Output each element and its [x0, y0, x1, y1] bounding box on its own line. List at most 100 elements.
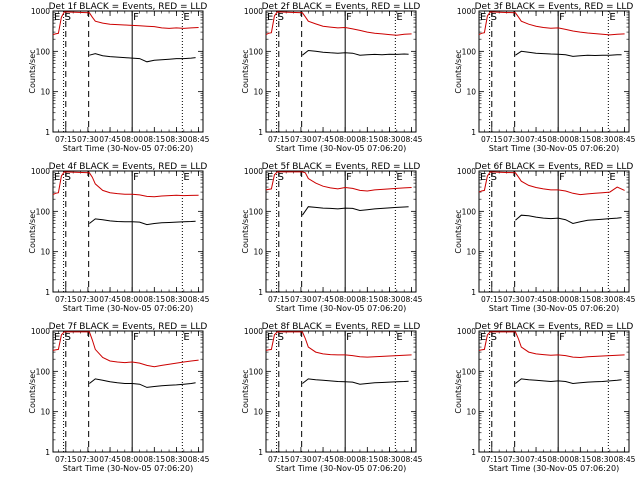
y-axis-label: Counts/sec — [28, 49, 37, 93]
y-tick-label: 10 — [40, 408, 50, 417]
x-tick-label: 08:00 — [547, 295, 569, 304]
y-tick-label: 1000 — [457, 7, 476, 16]
x-axis-label: Start Time (30-Nov-05 07:06:20) — [489, 304, 619, 313]
series-line-events — [89, 218, 196, 226]
series-line-lld — [478, 171, 625, 196]
x-tick-label: 08:30 — [592, 455, 614, 464]
panel-title: Det 6f BLACK = Events, RED = LLD — [475, 162, 634, 172]
series-line-lld — [265, 331, 412, 358]
event-marker-label: E — [609, 12, 615, 23]
panel-4f: Det 4f BLACK = Events, RED = LLD 1 10 100 10… — [28, 162, 210, 313]
y-tick-label: 100 — [36, 47, 51, 56]
event-marker-label: E — [480, 172, 486, 183]
event-marker-label: E — [480, 332, 486, 343]
x-tick-label: 07:30 — [77, 295, 99, 304]
series-line-events — [515, 214, 622, 225]
y-tick-label: 1000 — [457, 327, 476, 336]
x-tick-label: 08:00 — [547, 135, 569, 144]
y-tick-label: 10 — [40, 248, 50, 257]
event-marker-label: F — [346, 12, 352, 23]
x-tick-label: 07:45 — [99, 455, 121, 464]
event-marker-label: F — [346, 172, 352, 183]
series-line-events — [515, 378, 622, 385]
x-axis-label: Start Time (30-Nov-05 07:06:20) — [63, 464, 193, 473]
x-tick-label: 07:15 — [55, 135, 77, 144]
event-marker-label: S — [278, 332, 284, 343]
event-marker-label: E — [54, 12, 60, 23]
x-tick-label: 07:15 — [268, 295, 290, 304]
event-marker-label: E — [267, 172, 273, 183]
y-tick-label: 100 — [462, 207, 477, 216]
y-tick-label: 100 — [462, 367, 477, 376]
y-tick-label: 100 — [249, 367, 264, 376]
event-marker-label: E — [54, 172, 60, 183]
event-marker-label: E — [480, 12, 486, 23]
event-marker-label: S — [491, 12, 497, 23]
y-tick-label: 1000 — [31, 7, 50, 16]
x-tick-label: 07:15 — [55, 295, 77, 304]
panel-title: Det 7f BLACK = Events, RED = LLD — [49, 322, 208, 332]
event-marker-label: S — [491, 332, 497, 343]
panel-title: Det 3f BLACK = Events, RED = LLD — [475, 2, 634, 12]
x-tick-label: 07:30 — [77, 455, 99, 464]
event-marker-label: E — [396, 12, 402, 23]
x-tick-label: 08:45 — [188, 455, 210, 464]
y-axis-label: Counts/sec — [28, 209, 37, 253]
x-tick-label: 07:45 — [525, 295, 547, 304]
x-tick-label: 07:15 — [55, 455, 77, 464]
series-line-lld — [52, 331, 199, 368]
x-axis-label: Start Time (30-Nov-05 07:06:20) — [63, 304, 193, 313]
event-marker-label: E — [183, 332, 189, 343]
y-tick-label: 1000 — [457, 167, 476, 176]
panel-7f: Det 7f BLACK = Events, RED = LLD 1 10 100 10… — [28, 322, 210, 473]
series-line-events — [89, 53, 196, 63]
series-line-events — [302, 378, 409, 385]
event-marker-label: F — [559, 172, 565, 183]
x-tick-label: 07:45 — [99, 295, 121, 304]
x-tick-label: 07:45 — [99, 135, 121, 144]
plot-frame — [52, 170, 204, 293]
series-line-events — [302, 49, 409, 56]
event-marker-label: F — [559, 12, 565, 23]
series-line-lld — [478, 331, 625, 359]
y-tick-label: 1000 — [244, 167, 263, 176]
x-tick-label: 08:15 — [356, 295, 378, 304]
panel-title: Det 1f BLACK = Events, RED = LLD — [49, 2, 208, 12]
y-tick-label: 1 — [258, 448, 263, 457]
y-axis-label: Counts/sec — [241, 49, 250, 93]
x-tick-label: 08:45 — [401, 295, 423, 304]
x-tick-label: 08:45 — [614, 455, 636, 464]
x-tick-label: 07:45 — [525, 455, 547, 464]
x-tick-label: 08:00 — [547, 455, 569, 464]
event-marker-label: F — [133, 332, 139, 343]
y-axis-label: Counts/sec — [241, 369, 250, 413]
x-tick-label: 07:30 — [290, 295, 312, 304]
x-tick-label: 07:45 — [312, 295, 334, 304]
y-tick-label: 1 — [258, 128, 263, 137]
x-tick-label: 08:00 — [121, 135, 143, 144]
panel-5f: Det 5f BLACK = Events, RED = LLD 1 10 100 10… — [241, 162, 423, 313]
y-tick-label: 10 — [253, 248, 263, 257]
x-tick-label: 08:30 — [379, 455, 401, 464]
y-tick-label: 1 — [471, 288, 476, 297]
x-axis-label: Start Time (30-Nov-05 07:06:20) — [276, 144, 406, 153]
x-tick-label: 07:30 — [290, 135, 312, 144]
panel-2f: Det 2f BLACK = Events, RED = LLD 1 10 100 10… — [241, 2, 423, 153]
x-tick-label: 08:45 — [614, 135, 636, 144]
event-marker-label: F — [133, 172, 139, 183]
x-axis-label: Start Time (30-Nov-05 07:06:20) — [276, 464, 406, 473]
x-tick-label: 08:00 — [121, 455, 143, 464]
series-line-lld — [52, 11, 199, 36]
y-tick-label: 10 — [253, 408, 263, 417]
event-marker-label: E — [183, 12, 189, 23]
series-line-lld — [265, 11, 412, 36]
series-line-events — [301, 206, 409, 216]
series-line-lld — [265, 171, 412, 192]
x-tick-label: 08:00 — [334, 455, 356, 464]
y-axis-label: Counts/sec — [454, 49, 463, 93]
x-tick-label: 08:15 — [356, 135, 378, 144]
event-marker-label: S — [278, 12, 284, 23]
x-tick-label: 08:15 — [143, 455, 165, 464]
x-tick-label: 07:30 — [77, 135, 99, 144]
